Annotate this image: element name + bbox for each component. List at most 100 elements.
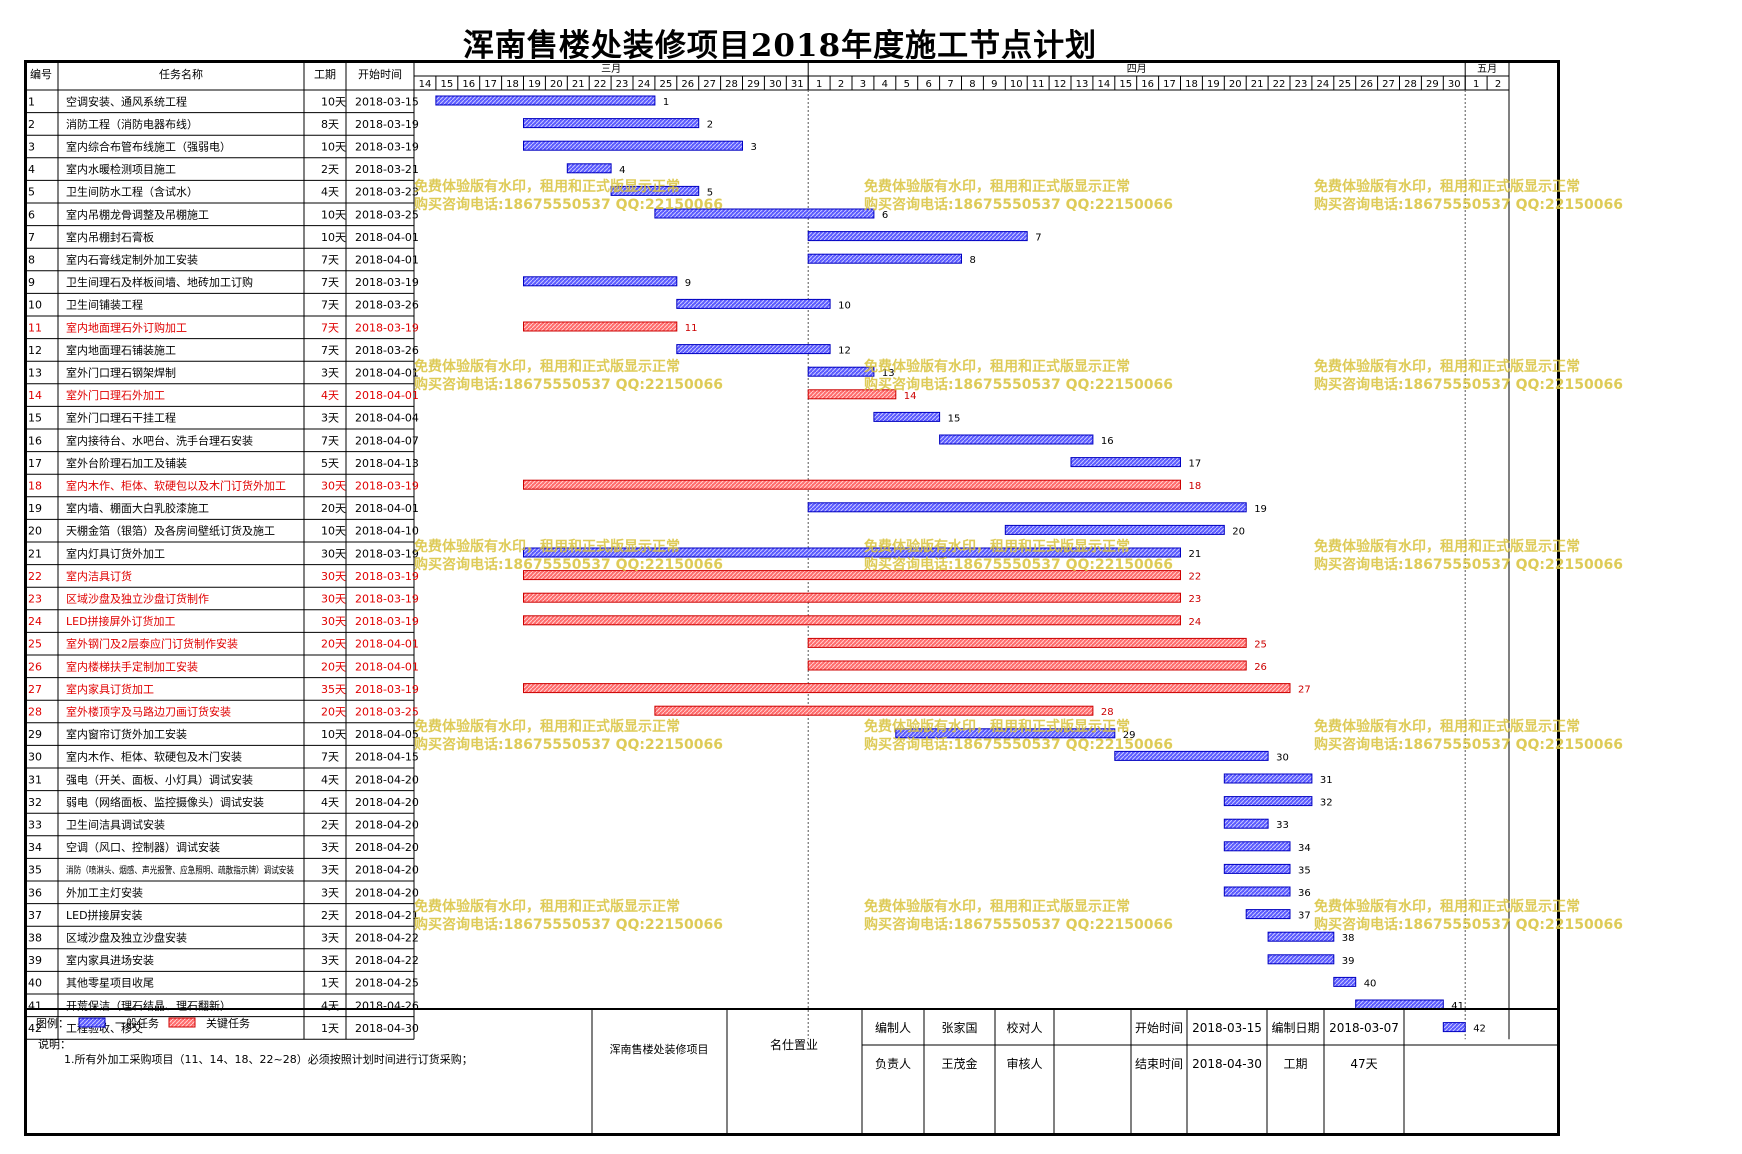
day-label: 12 [1054,79,1067,90]
task-bar-label: 31 [1320,775,1333,786]
task-id: 29 [28,728,42,741]
task-bar-17 [1070,457,1181,468]
task-id: 6 [28,208,35,221]
task-duration: 8天 [321,118,339,131]
task-name: 外加工主灯安装 [66,885,143,899]
task-start: 2018-03-26 [355,344,419,357]
task-bar-label: 19 [1254,504,1267,515]
task-id: 3 [28,141,35,154]
task-id: 11 [28,321,42,334]
task-bar-label: 29 [1123,730,1136,741]
task-duration: 3天 [321,841,339,854]
task-start: 2018-04-20 [355,886,419,899]
day-label: 25 [1338,79,1351,90]
day-label: 3 [860,79,866,90]
task-start: 2018-04-10 [355,525,419,538]
task-name: 室内吊棚龙骨调整及吊棚施工 [66,207,209,221]
day-label: 18 [506,79,519,90]
task-start: 2018-04-21 [355,909,419,922]
task-id: 35 [28,864,42,877]
task-bar-28 [654,705,1094,716]
day-label: 19 [528,79,541,90]
task-start: 2018-04-01 [355,231,419,244]
day-label: 21 [1251,79,1264,90]
task-bar-label: 2 [707,120,713,131]
day-label: 30 [769,79,782,90]
day-label: 29 [747,79,760,90]
task-name: 室内墙、棚面大白乳胶漆施工 [66,501,209,515]
day-label: 28 [1404,79,1417,90]
task-bar-1 [435,95,656,106]
task-duration: 30天 [321,570,346,583]
task-bar-label: 26 [1254,662,1267,673]
task-start: 2018-04-20 [355,819,419,832]
day-label: 7 [947,79,953,90]
task-start: 2018-03-19 [355,321,419,334]
task-duration: 7天 [321,344,339,357]
day-label: 15 [440,79,453,90]
task-name: 室内灯具订货外加工 [66,546,165,560]
header-duration: 工期 [314,68,336,81]
task-id: 4 [28,163,35,176]
footer-compiler: 张家国 [941,1020,977,1035]
task-name: 室外钢门及2层泰应门订货制作安装 [66,637,238,651]
task-start: 2018-04-07 [355,434,419,447]
task-start: 2018-03-25 [355,706,419,719]
task-duration: 20天 [321,706,346,719]
task-name: 强电（开关、面板、小灯具）调试安装 [66,772,253,786]
task-id: 42 [28,1022,42,1035]
task-bar-label: 11 [685,323,698,334]
task-start: 2018-03-19 [355,593,419,606]
footer-company: 名仕置业 [770,1037,818,1052]
month-label: 三月 [601,63,621,75]
task-duration: 10天 [321,525,346,538]
task-name: 室外门口理石钢架焊制 [66,366,176,380]
task-name: 室内洁具订货 [66,569,132,583]
month-label: 五月 [1477,63,1497,75]
day-label: 2 [1495,79,1501,90]
task-id: 38 [28,932,42,945]
day-label: 18 [1185,79,1198,90]
task-bar-16 [939,434,1094,445]
task-duration: 2天 [321,819,339,832]
task-start: 2018-04-01 [355,638,419,651]
day-label: 2 [838,79,844,90]
task-id: 7 [28,231,35,244]
task-name: 室内窗帘订货外加工安装 [66,727,187,741]
footer-compiler_label: 编制人 [875,1020,911,1035]
task-id: 16 [28,434,42,447]
day-label: 20 [1229,79,1242,90]
task-bar-label: 30 [1276,752,1289,763]
task-duration: 30天 [321,593,346,606]
task-bar-12 [676,344,831,355]
task-start: 2018-03-19 [355,615,419,628]
task-id: 36 [28,886,42,899]
task-id: 21 [28,547,42,560]
task-duration: 1天 [321,1022,339,1035]
task-bar-label: 14 [904,391,917,402]
task-start: 2018-03-26 [355,299,419,312]
task-id: 9 [28,276,35,289]
task-start: 2018-03-19 [355,141,419,154]
task-duration: 7天 [321,276,339,289]
day-label: 20 [550,79,563,90]
task-duration: 10天 [321,141,346,154]
task-bar-label: 1 [663,97,669,108]
legend-critical: 关键任务 [206,1016,250,1030]
task-bar-label: 34 [1298,843,1311,854]
task-id: 27 [28,683,42,696]
footer-responsible_label: 负责人 [875,1057,911,1071]
footer-date_label: 编制日期 [1271,1020,1319,1035]
task-start: 2018-04-01 [355,254,419,267]
task-bar-6 [654,208,875,219]
task-start: 2018-04-20 [355,841,419,854]
day-label: 11 [1032,79,1045,90]
footer-project: 浑南售楼处装修项目 [610,1042,709,1056]
task-bar-13 [807,366,875,377]
task-duration: 3天 [321,932,339,945]
task-bar-label: 18 [1189,481,1202,492]
day-label: 24 [1316,79,1329,90]
task-start: 2018-03-19 [355,683,419,696]
day-label: 29 [1426,79,1439,90]
task-bar-label: 8 [970,255,976,266]
